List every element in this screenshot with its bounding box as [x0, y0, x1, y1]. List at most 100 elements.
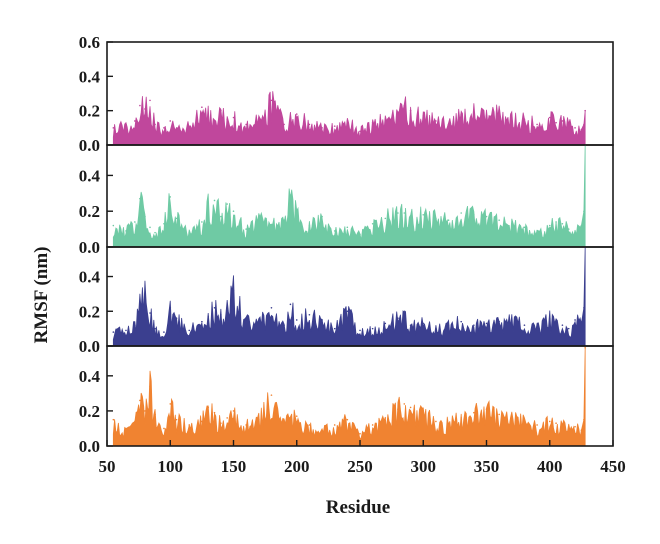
series-4-point — [498, 413, 500, 416]
series-2-point — [149, 226, 151, 229]
series-4-point — [371, 424, 374, 426]
series-4-point — [397, 408, 399, 410]
series-1-point — [333, 125, 336, 127]
series-2-point — [154, 231, 156, 234]
series-1-point — [245, 123, 247, 126]
series-4-point — [270, 394, 273, 396]
series-3-point — [403, 310, 406, 313]
series-3-point — [435, 327, 437, 330]
panel-2-y-tick-label: 0.4 — [79, 166, 101, 185]
series-3-point — [175, 317, 178, 320]
series-4-point — [485, 408, 488, 410]
series-4-point — [435, 420, 437, 423]
series-3-point — [207, 315, 209, 318]
series-1-point — [447, 123, 450, 126]
series-1-point — [346, 120, 349, 122]
x-axis: 50 100 150 200 250 300 350 400 450 — [99, 440, 626, 476]
series-3-point — [422, 322, 425, 325]
series-3-points — [112, 246, 586, 333]
x-tick-label: 150 — [221, 457, 247, 476]
panel-4-y-tick-label: 0.0 — [79, 437, 100, 456]
series-2-point — [574, 231, 576, 234]
series-3-point — [548, 317, 551, 320]
series-1-point — [422, 115, 425, 117]
panel-4-y-tick-label: 0.4 — [79, 367, 101, 386]
x-axis-title: Residue — [326, 497, 390, 518]
series-2-point — [561, 222, 564, 225]
series-1-point — [555, 121, 557, 124]
series-1-point — [125, 123, 127, 126]
series-1-point — [321, 127, 323, 129]
series-2-point — [422, 213, 425, 216]
series-1-point — [460, 113, 463, 115]
series-2-point — [295, 213, 298, 216]
series-2-point — [435, 217, 437, 220]
series-4-point — [422, 413, 425, 416]
series-4-point — [561, 424, 564, 426]
series-2-area — [112, 144, 586, 248]
series-2-point — [511, 222, 513, 225]
series-3-point — [359, 329, 361, 332]
series-3-point — [112, 331, 115, 333]
series-4-point — [574, 425, 576, 428]
panels: 0.0 0.2 0.4 0.6 0.0 0.2 0.4 0.0 0.2 0.4 0.0 0.2 0.4 — [79, 33, 614, 456]
series-2-point — [583, 210, 585, 213]
series-2-point — [321, 215, 323, 218]
series-1-point — [397, 113, 399, 115]
series-1-point — [232, 116, 235, 119]
series-1-point — [201, 106, 203, 109]
panel-1-y-tick-label: 0.2 — [79, 102, 100, 121]
series-4-point — [333, 424, 336, 426]
series-1-point — [188, 125, 191, 127]
series-2-point — [232, 210, 235, 213]
series-1-point — [580, 128, 583, 131]
series-4-point — [567, 427, 570, 430]
series-2-point — [139, 197, 141, 200]
series-2-point — [144, 215, 146, 218]
series-4-point — [169, 403, 172, 405]
series-1-point — [226, 118, 228, 121]
series-4-point — [403, 403, 406, 405]
series-4-point — [583, 418, 585, 421]
series-2-point — [175, 217, 178, 220]
series-2-point — [485, 215, 488, 218]
series-3-point — [308, 313, 311, 316]
series-3-point — [371, 327, 374, 330]
series-3-point — [289, 303, 292, 306]
series-2-point — [207, 201, 209, 204]
series-1-point — [220, 109, 222, 112]
series-3-point — [567, 327, 570, 330]
series-4-point — [409, 406, 412, 409]
series-2-point — [169, 196, 172, 198]
series-3-point — [144, 293, 146, 295]
series-2-point — [567, 228, 570, 230]
series-1-point — [409, 109, 412, 112]
series-2-point — [245, 228, 247, 230]
series-1-point — [561, 120, 564, 122]
series-1-point — [359, 130, 361, 133]
series-2-point — [289, 194, 292, 196]
series-1-point — [583, 123, 585, 126]
series-2-point — [346, 226, 349, 229]
x-tick-label: 300 — [411, 457, 437, 476]
series-3-point — [283, 324, 285, 326]
series-4-point — [580, 429, 583, 432]
series-4-point — [149, 385, 151, 388]
series-3-point — [498, 320, 500, 323]
series-1-points — [112, 99, 586, 133]
series-4-point — [295, 415, 298, 417]
series-3-point — [270, 306, 273, 309]
series-3-point — [139, 303, 141, 306]
series-2-point — [371, 222, 374, 225]
panel-1-y-tick-label: 0.6 — [79, 33, 100, 52]
series-3-point — [125, 329, 127, 332]
series-2-point — [258, 217, 260, 220]
series-3-point — [523, 324, 526, 326]
series-2-point — [447, 219, 450, 221]
series-3-point — [220, 313, 222, 316]
series-4-point — [163, 427, 165, 430]
series-4-point — [220, 422, 222, 424]
series-3-point — [460, 320, 463, 323]
series-4-point — [188, 424, 191, 426]
